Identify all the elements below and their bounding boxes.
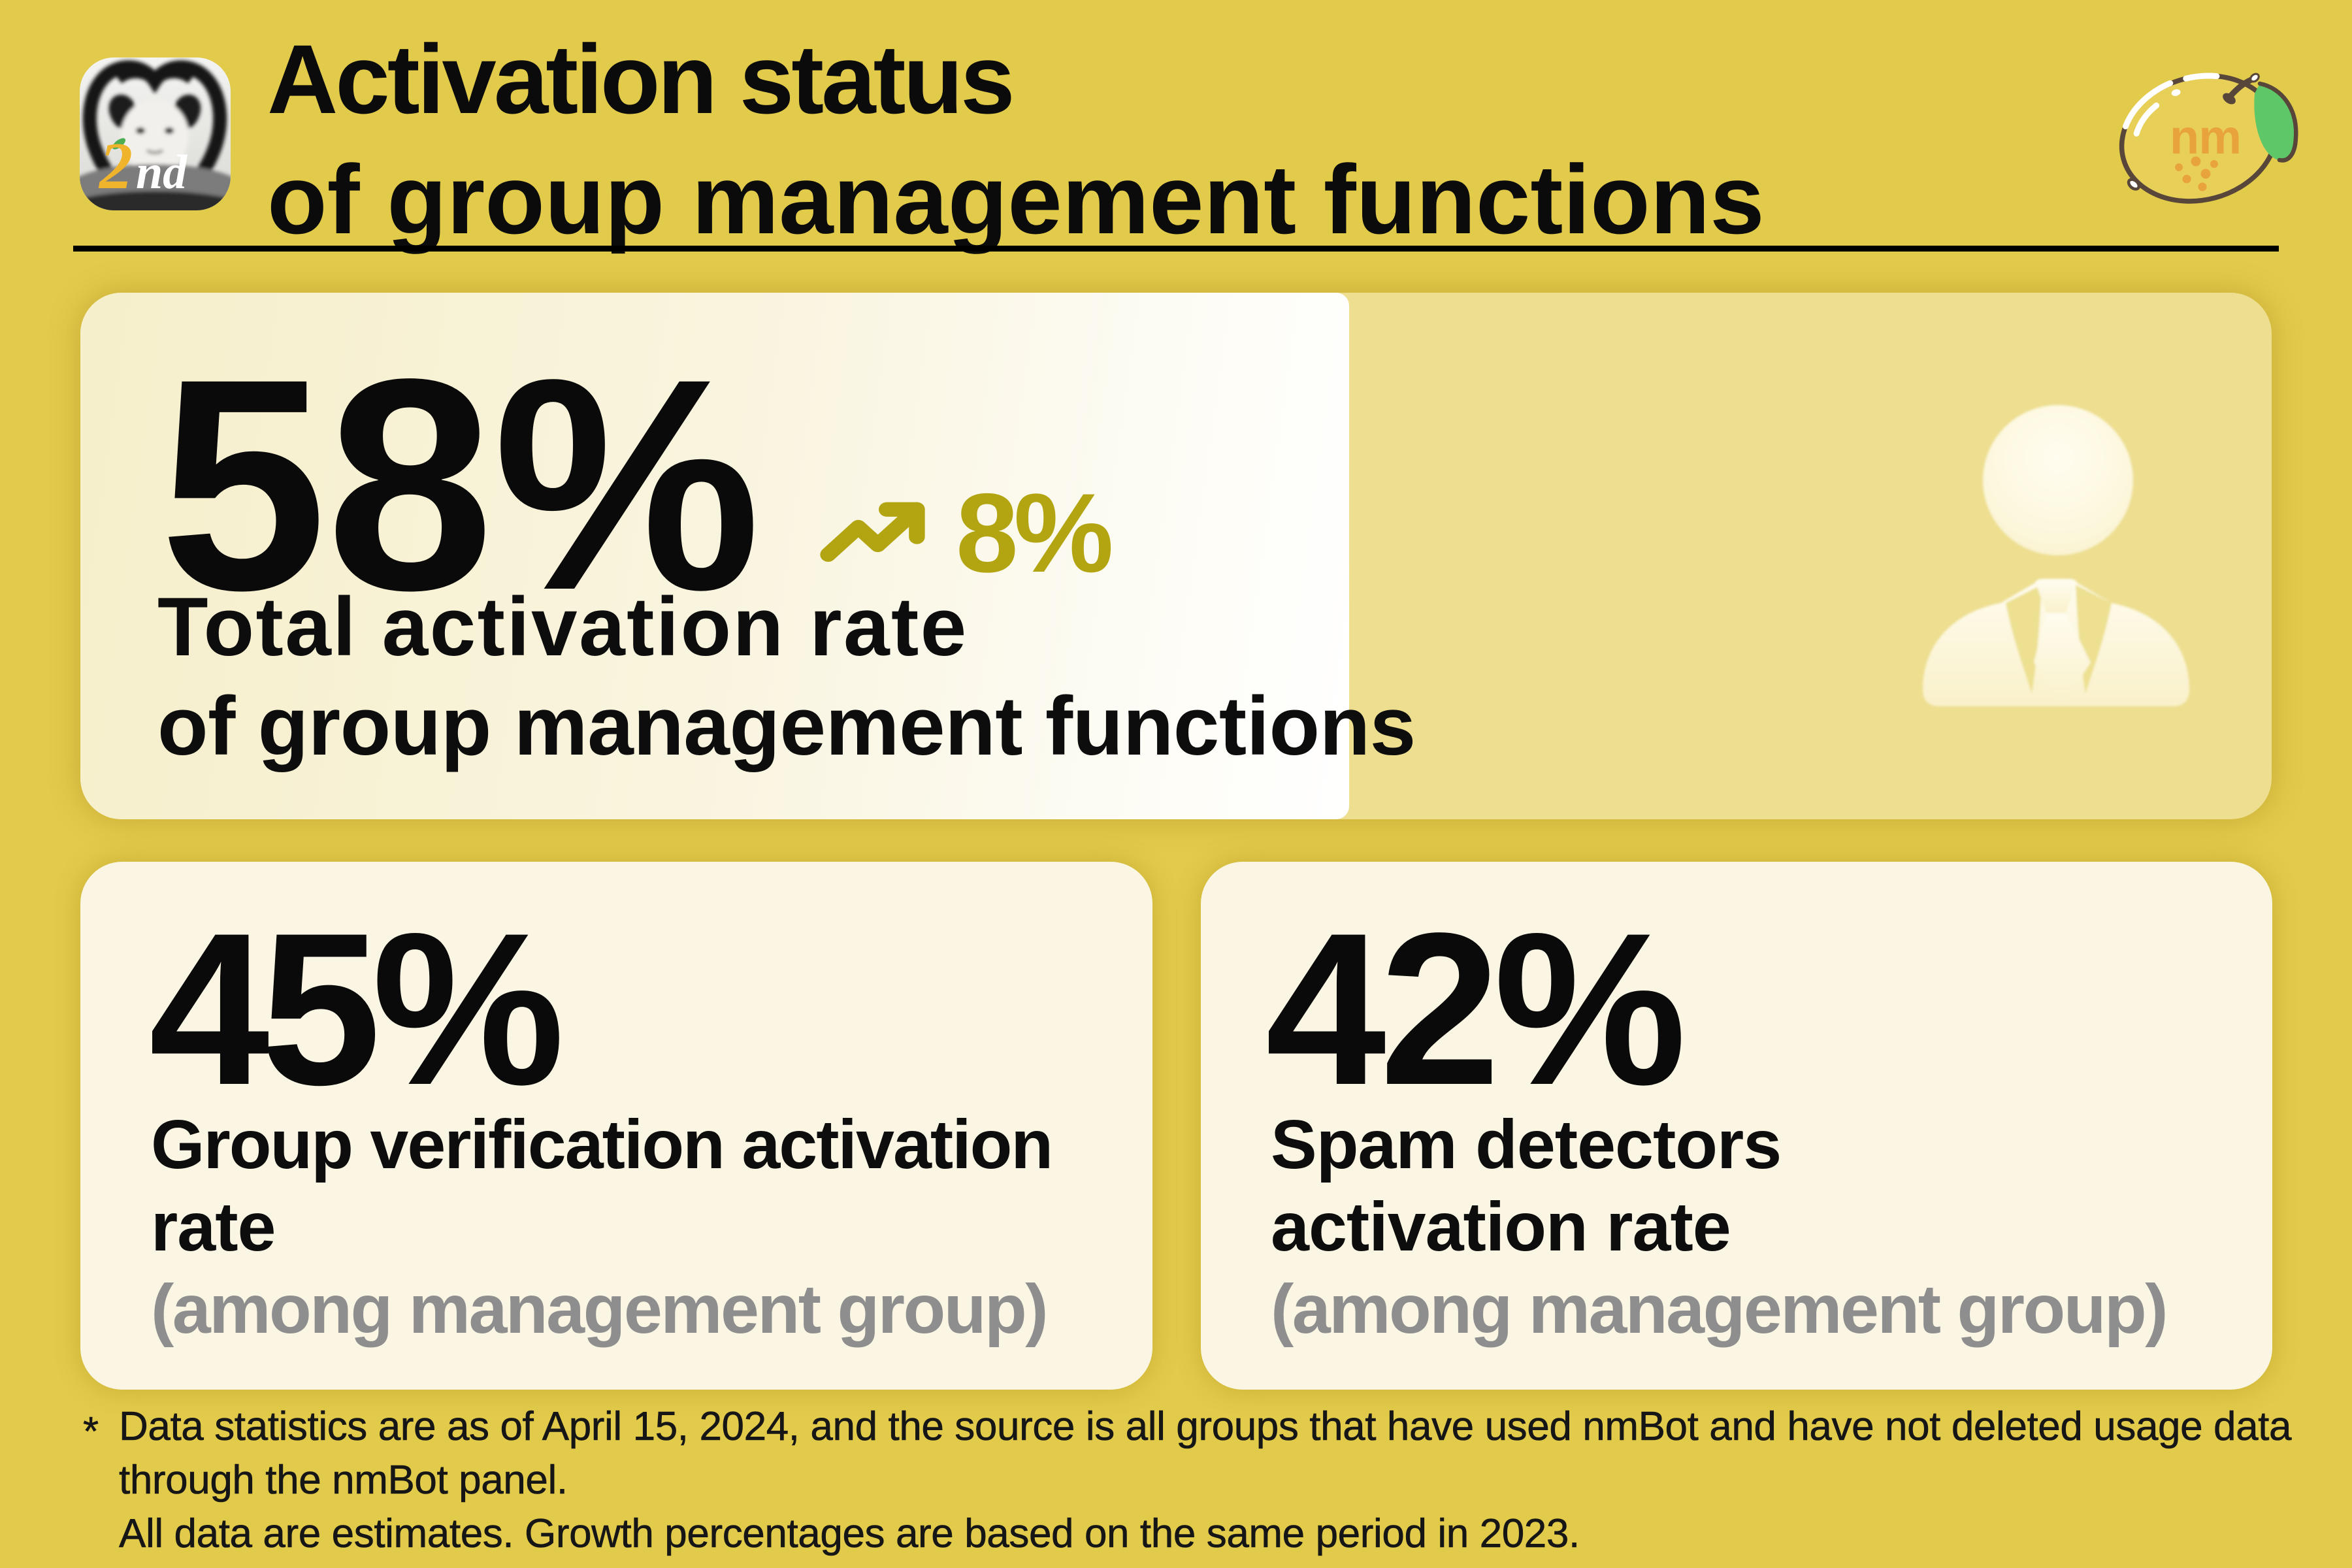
svg-text:nd: nd: [136, 146, 188, 199]
svg-text:2: 2: [98, 129, 133, 203]
svg-text:nm: nm: [2170, 110, 2241, 164]
